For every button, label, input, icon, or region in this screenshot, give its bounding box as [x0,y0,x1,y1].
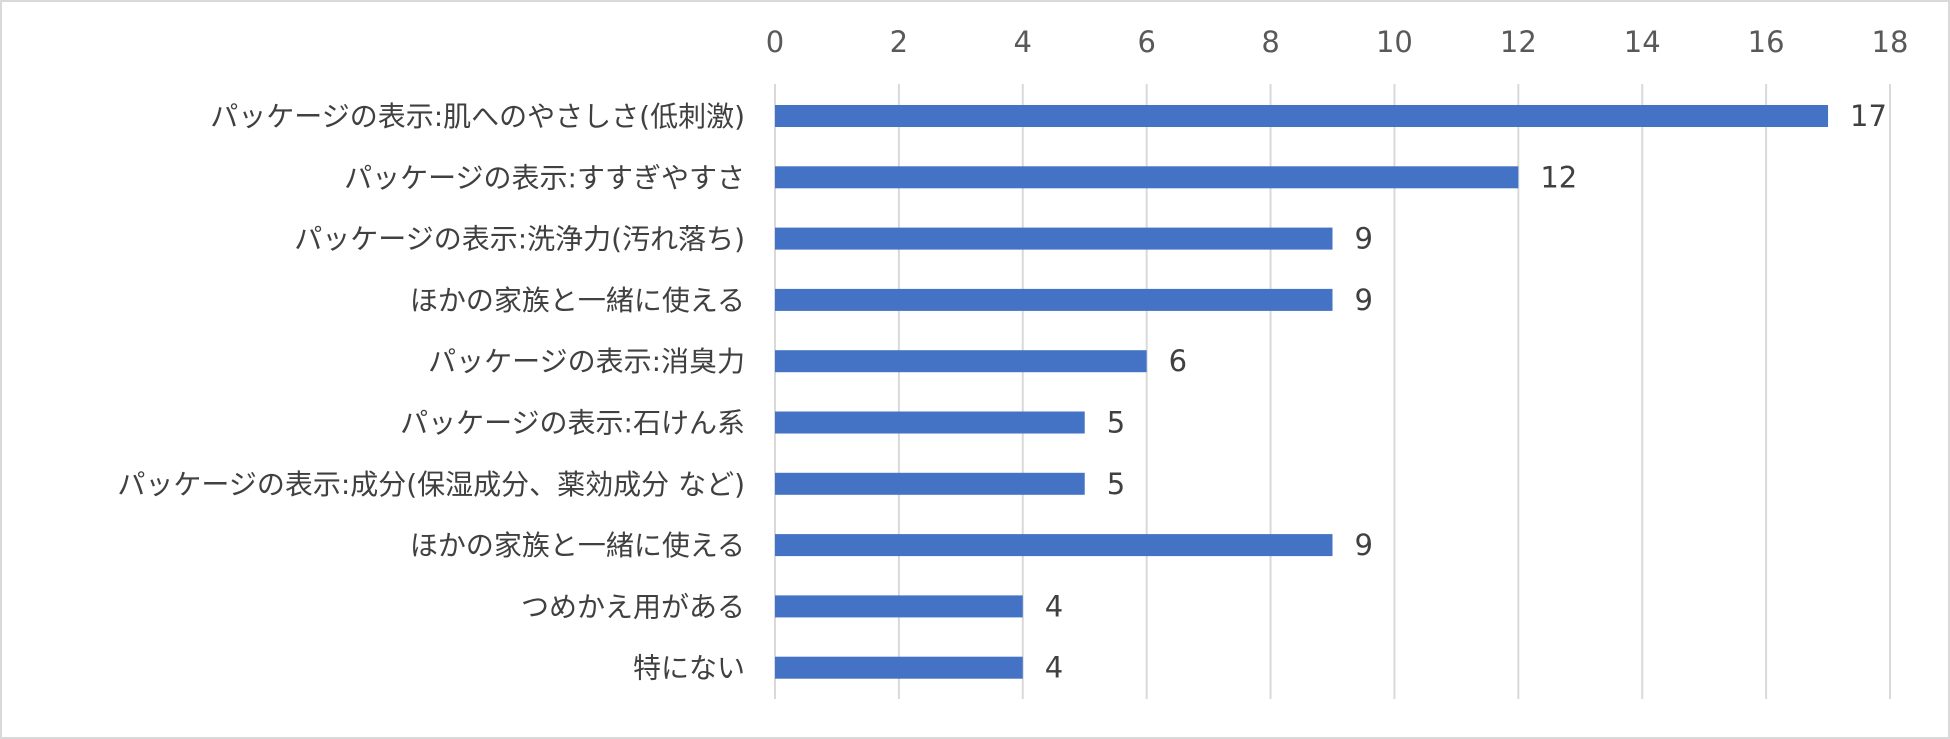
bar [775,166,1519,189]
data-label: 4 [1045,651,1063,685]
data-label: 4 [1045,589,1063,623]
x-tick-label: 16 [1748,25,1785,59]
category-label: パッケージの表示:消臭力 [428,345,745,378]
data-label: 9 [1355,528,1373,562]
data-label: 12 [1540,160,1577,194]
category-label: ほかの家族と一緒に使える [410,529,745,562]
bar [775,227,1333,250]
data-label: 9 [1355,222,1373,256]
x-tick-label: 4 [1014,25,1032,59]
bar [775,534,1333,557]
category-label: パッケージの表示:すすぎやすさ [344,161,745,194]
x-axis-tick-labels: 0 2 4 6 8 10 12 14 16 18 [766,25,1909,59]
x-tick-label: 8 [1261,25,1279,59]
x-tick-label: 10 [1376,25,1413,59]
bar [775,472,1085,495]
data-label: 9 [1355,283,1373,317]
data-label: 5 [1107,406,1125,440]
category-label: パッケージの表示:洗浄力(汚れ落ち) [294,223,745,256]
bars [775,105,1829,679]
bar [775,105,1829,127]
data-labels: 17 12 9 9 6 5 5 9 4 4 [1045,99,1887,685]
bar [775,350,1147,373]
category-label: パッケージの表示:成分(保湿成分、薬効成分 など) [117,468,745,501]
bar [775,656,1023,679]
x-tick-label: 14 [1624,25,1661,59]
x-tick-label: 6 [1137,25,1155,59]
bar [775,288,1333,311]
x-tick-label: 2 [890,25,908,59]
category-label: パッケージの表示:石けん系 [400,407,745,440]
category-label: つめかえ用がある [521,590,745,623]
category-label: パッケージの表示:肌へのやさしさ(低刺激) [210,100,745,133]
x-tick-label: 12 [1500,25,1537,59]
data-label: 6 [1169,344,1187,378]
category-label: ほかの家族と一緒に使える [410,284,745,317]
category-label: 特にない [633,652,745,685]
x-tick-label: 18 [1872,25,1909,59]
data-label: 5 [1107,467,1125,501]
bar [775,411,1085,434]
category-labels: パッケージの表示:肌へのやさしさ(低刺激) パッケージの表示:すすぎやすさパッケー… [117,100,745,685]
x-tick-label: 0 [766,25,784,59]
data-label: 17 [1850,99,1887,133]
bar [775,595,1023,618]
